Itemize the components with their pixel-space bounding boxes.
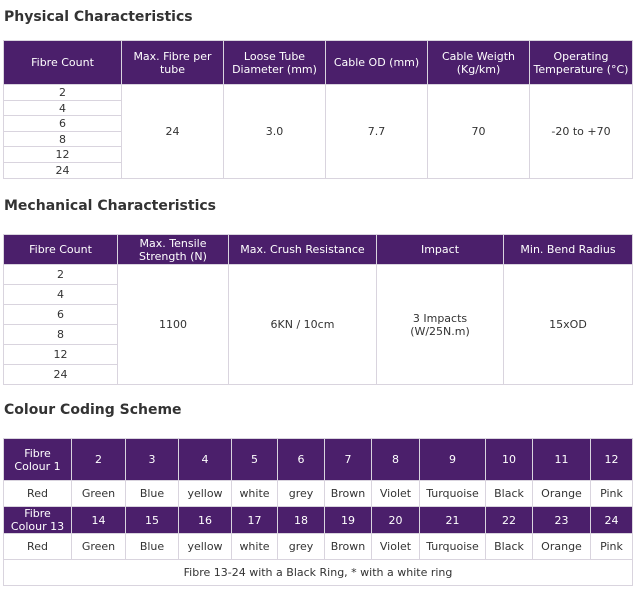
colour-name-cell: Green bbox=[71, 480, 126, 507]
colour-name-cell: Black bbox=[485, 480, 533, 507]
fibre-count-cell: 6 bbox=[3, 304, 118, 325]
colour-name-cell: yellow bbox=[178, 480, 232, 507]
fibre-count-cell: 2 bbox=[3, 84, 122, 101]
header-operating-temperature: Operating Temperature (°C) bbox=[529, 40, 633, 85]
physical-section-title: Physical Characteristics bbox=[4, 9, 193, 25]
colour-section-title: Colour Coding Scheme bbox=[4, 402, 182, 418]
table-row: 12 bbox=[3, 146, 633, 163]
cable-weight-value: 70 bbox=[427, 84, 530, 179]
colour-name-cell: Violet bbox=[371, 480, 420, 507]
table-row: 24 bbox=[3, 162, 633, 179]
colour-name-cell: Violet bbox=[371, 533, 420, 560]
colour-table: Fibre Colour 1 2 3 4 5 6 7 8 9 10 11 12 … bbox=[3, 438, 633, 586]
header-fibre-count: Fibre Count bbox=[3, 40, 122, 85]
physical-table: Fibre Count Max. Fibre per tube Loose Tu… bbox=[3, 40, 633, 179]
colour-name-row-13: Red Green Blue yellow white grey Brown V… bbox=[3, 533, 633, 560]
colour-name-cell: Turquoise bbox=[419, 533, 486, 560]
colour-name-cell: Blue bbox=[125, 533, 179, 560]
table-row: 2 24 3.0 7.7 70 -20 to +70 bbox=[3, 84, 633, 179]
fibre-number-cell: 8 bbox=[371, 438, 420, 481]
loose-tube-diameter-value: 3.0 bbox=[223, 84, 326, 179]
mechanical-table: Fibre Count Max. Tensile Strength (N) Ma… bbox=[3, 234, 633, 385]
max-tensile-strength-value: 1100 bbox=[117, 264, 229, 385]
fibre-number-cell: 20 bbox=[371, 506, 420, 534]
fibre-count-cell: 12 bbox=[3, 146, 122, 163]
colour-name-cell: Black bbox=[485, 533, 533, 560]
colour-name-cell: Orange bbox=[532, 480, 591, 507]
fibre-number-cell: 7 bbox=[324, 438, 372, 481]
colour-name-cell: white bbox=[231, 480, 278, 507]
colour-name-cell: Pink bbox=[590, 480, 633, 507]
fibre-number-cell: 6 bbox=[277, 438, 325, 481]
fibre-count-cell: 2 bbox=[3, 264, 118, 285]
colour-name-cell: Pink bbox=[590, 533, 633, 560]
fibre-number-cell: 16 bbox=[178, 506, 232, 534]
table-row: 2 1100 6KN / 10cm 3 Impacts (W/25N.m) 15… bbox=[3, 264, 633, 385]
fibre-number-cell: 24 bbox=[590, 506, 633, 534]
fibre-number-cell: 5 bbox=[231, 438, 278, 481]
colour-note-row: Fibre 13-24 with a Black Ring, * with a … bbox=[3, 559, 633, 586]
impact-value: 3 Impacts (W/25N.m) bbox=[376, 264, 504, 385]
fibre-count-cell: 4 bbox=[3, 284, 118, 305]
header-fibre-count: Fibre Count bbox=[3, 234, 118, 265]
fibre-number-cell: 17 bbox=[231, 506, 278, 534]
header-max-crush-resistance: Max. Crush Resistance bbox=[228, 234, 377, 265]
min-bend-radius-value: 15xOD bbox=[503, 264, 633, 385]
fibre-number-cell: 3 bbox=[125, 438, 179, 481]
max-crush-resistance-value: 6KN / 10cm bbox=[228, 264, 377, 385]
fibre-number-cell: 9 bbox=[419, 438, 486, 481]
fibre-colour-13-label: Fibre Colour 13 bbox=[3, 506, 72, 534]
header-max-fibre-per-tube: Max. Fibre per tube bbox=[121, 40, 224, 85]
fibre-number-cell: 15 bbox=[125, 506, 179, 534]
operating-temperature-value: -20 to +70 bbox=[529, 84, 633, 179]
colour-name-cell: grey bbox=[277, 533, 325, 560]
colour-name-row-1: Red Green Blue yellow white grey Brown V… bbox=[3, 480, 633, 507]
fibre-number-cell: 18 bbox=[277, 506, 325, 534]
cable-od-value: 7.7 bbox=[325, 84, 428, 179]
header-impact: Impact bbox=[376, 234, 504, 265]
fibre-number-cell: 23 bbox=[532, 506, 591, 534]
fibre-count-cell: 8 bbox=[3, 131, 122, 147]
fibre-count-cell: 4 bbox=[3, 100, 122, 116]
colour-name-cell: Blue bbox=[125, 480, 179, 507]
fibre-count-cell: 6 bbox=[3, 115, 122, 132]
mechanical-section-title: Mechanical Characteristics bbox=[4, 198, 217, 214]
fibre-number-cell: 4 bbox=[178, 438, 232, 481]
header-cable-weight: Cable Weigth (Kg/km) bbox=[427, 40, 530, 85]
colour-name-cell: Red bbox=[3, 480, 72, 507]
fibre-number-cell: 22 bbox=[485, 506, 533, 534]
colour-number-row-13: Fibre Colour 13 14 15 16 17 18 19 20 21 … bbox=[3, 506, 633, 534]
max-fibre-per-tube-value: 24 bbox=[121, 84, 224, 179]
physical-header-row: Fibre Count Max. Fibre per tube Loose Tu… bbox=[3, 40, 633, 85]
fibre-number-cell: 12 bbox=[590, 438, 633, 481]
fibre-number-cell: 11 bbox=[532, 438, 591, 481]
fibre-number-cell: 2 bbox=[71, 438, 126, 481]
colour-name-cell: Red bbox=[3, 533, 72, 560]
fibre-count-cell: 8 bbox=[3, 324, 118, 345]
fibre-colour-1-label: Fibre Colour 1 bbox=[3, 438, 72, 481]
colour-number-row-1: Fibre Colour 1 2 3 4 5 6 7 8 9 10 11 12 bbox=[3, 438, 633, 481]
header-loose-tube-diameter: Loose Tube Diameter (mm) bbox=[223, 40, 326, 85]
colour-name-cell: yellow bbox=[178, 533, 232, 560]
header-min-bend-radius: Min. Bend Radius bbox=[503, 234, 633, 265]
mechanical-header-row: Fibre Count Max. Tensile Strength (N) Ma… bbox=[3, 234, 633, 265]
colour-name-cell: Brown bbox=[324, 533, 372, 560]
colour-name-cell: grey bbox=[277, 480, 325, 507]
fibre-number-cell: 14 bbox=[71, 506, 126, 534]
fibre-number-cell: 10 bbox=[485, 438, 533, 481]
fibre-number-cell: 21 bbox=[419, 506, 486, 534]
table-row: 24 bbox=[3, 364, 633, 385]
colour-name-cell: Brown bbox=[324, 480, 372, 507]
fibre-number-cell: 19 bbox=[324, 506, 372, 534]
fibre-count-cell: 24 bbox=[3, 364, 118, 385]
header-max-tensile-strength: Max. Tensile Strength (N) bbox=[117, 234, 229, 265]
fibre-count-cell: 12 bbox=[3, 344, 118, 365]
colour-name-cell: Turquoise bbox=[419, 480, 486, 507]
colour-name-cell: Orange bbox=[532, 533, 591, 560]
fibre-count-cell: 24 bbox=[3, 162, 122, 179]
colour-name-cell: white bbox=[231, 533, 278, 560]
colour-note: Fibre 13-24 with a Black Ring, * with a … bbox=[3, 559, 633, 586]
header-cable-od: Cable OD (mm) bbox=[325, 40, 428, 85]
colour-name-cell: Green bbox=[71, 533, 126, 560]
